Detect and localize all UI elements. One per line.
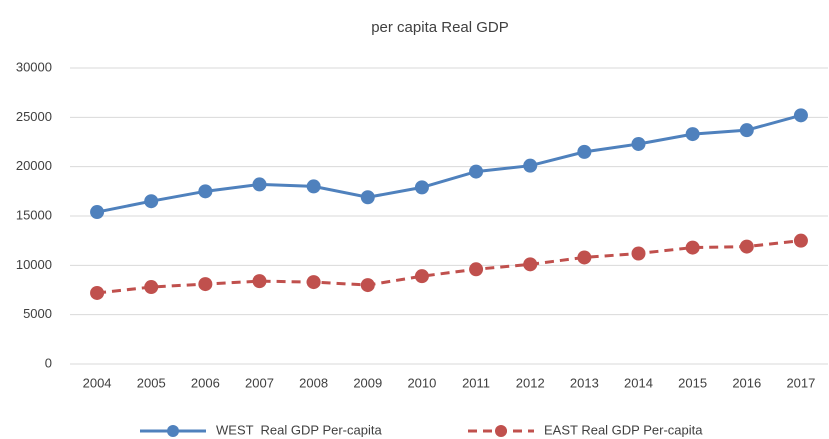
data-point — [577, 144, 592, 159]
legend-label: WEST Real GDP Per-capita — [216, 422, 382, 437]
data-point — [306, 275, 321, 290]
y-tick-label: 25000 — [16, 109, 52, 124]
x-tick-label: 2013 — [570, 375, 599, 390]
y-tick-label: 5000 — [23, 306, 52, 321]
data-point — [577, 250, 592, 265]
x-tick-label: 2005 — [137, 375, 166, 390]
data-point — [198, 184, 213, 199]
data-point — [360, 190, 375, 205]
data-point — [252, 177, 267, 192]
x-tick-label: 2017 — [786, 375, 815, 390]
data-point — [685, 127, 700, 142]
data-point — [631, 136, 646, 151]
x-tick-label: 2011 — [462, 375, 490, 390]
x-tick-label: 2007 — [245, 375, 274, 390]
x-tick-label: 2006 — [191, 375, 220, 390]
y-tick-label: 20000 — [16, 158, 52, 173]
data-point — [144, 194, 159, 209]
y-tick-label: 0 — [45, 355, 52, 370]
x-tick-label: 2016 — [732, 375, 761, 390]
data-point — [793, 233, 808, 248]
x-tick-label: 2012 — [516, 375, 545, 390]
data-point — [414, 269, 429, 284]
legend-marker — [495, 425, 507, 437]
data-point — [198, 277, 213, 292]
data-point — [685, 240, 700, 255]
legend-label: EAST Real GDP Per-capita — [544, 422, 703, 437]
series-line — [96, 239, 802, 295]
chart-title: per capita Real GDP — [371, 19, 509, 36]
data-point — [631, 246, 646, 261]
data-point — [469, 164, 484, 179]
data-point — [469, 262, 484, 277]
x-tick-label: 2015 — [678, 375, 707, 390]
x-tick-label: 2008 — [299, 375, 328, 390]
y-tick-label: 15000 — [16, 207, 52, 222]
series-line — [96, 113, 802, 214]
x-tick-label: 2009 — [353, 375, 382, 390]
data-point — [306, 179, 321, 194]
data-point — [739, 239, 754, 254]
data-point — [252, 274, 267, 289]
data-point — [144, 280, 159, 295]
data-point — [90, 205, 105, 220]
data-point — [414, 180, 429, 195]
legend-marker — [167, 425, 179, 437]
x-tick-label: 2004 — [83, 375, 112, 390]
data-point — [739, 123, 754, 138]
data-point — [523, 158, 538, 173]
x-tick-label: 2014 — [624, 375, 653, 390]
data-point — [523, 257, 538, 272]
data-point — [90, 285, 105, 300]
data-point — [793, 108, 808, 123]
y-tick-label: 30000 — [16, 59, 52, 74]
y-tick-label: 10000 — [16, 257, 52, 272]
x-tick-label: 2010 — [407, 375, 436, 390]
data-point — [360, 278, 375, 293]
